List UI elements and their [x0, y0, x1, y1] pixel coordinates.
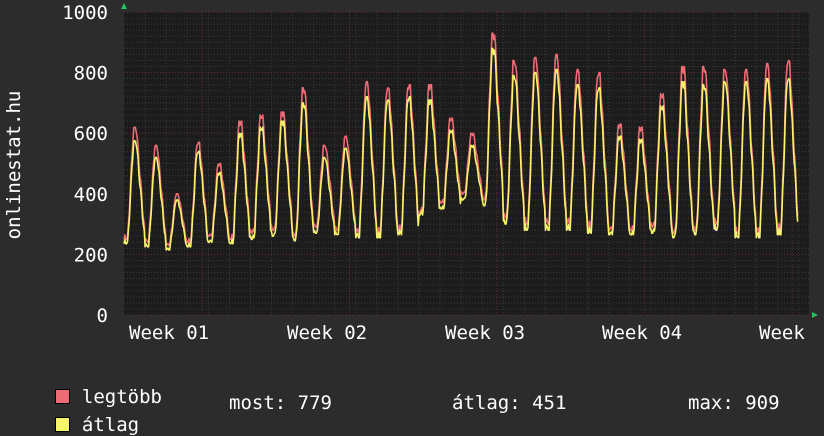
y-tick-label: 0	[97, 305, 108, 327]
x-tick-label: Week 01	[129, 322, 209, 344]
stat-maximum: max: 909	[688, 392, 780, 414]
y-tick-label: 1000	[62, 2, 108, 24]
y-axis-label: onlinestat.hu	[3, 91, 25, 240]
x-tick-label: Week 03	[445, 322, 525, 344]
y-tick-label: 800	[74, 63, 108, 85]
x-tick-label: Week 02	[287, 322, 367, 344]
series-line-1	[123, 47, 799, 251]
stat-current: most: 779	[229, 392, 332, 414]
y-tick-label: 400	[74, 184, 108, 206]
legend-item-average: átlag	[32, 392, 139, 436]
traffic-chart: 0 200 400 600 800 1000 Week 01 Week 02 Week 03 We…	[3, 2, 818, 344]
max-color-swatch	[54, 389, 70, 404]
y-tick-label: 600	[74, 123, 108, 145]
x-tick-label: Week 04	[602, 322, 682, 344]
x-axis-arrow	[812, 312, 818, 318]
legend-max-label: legtöbb	[81, 386, 162, 408]
y-axis-arrow	[121, 3, 127, 9]
legend-item-max: legtöbb	[32, 364, 162, 408]
y-tick-label: 200	[74, 244, 108, 266]
legend-avg-label: átlag	[81, 414, 140, 436]
stat-average: átlag: 451	[452, 392, 567, 414]
x-tick-label: Week	[759, 322, 805, 344]
